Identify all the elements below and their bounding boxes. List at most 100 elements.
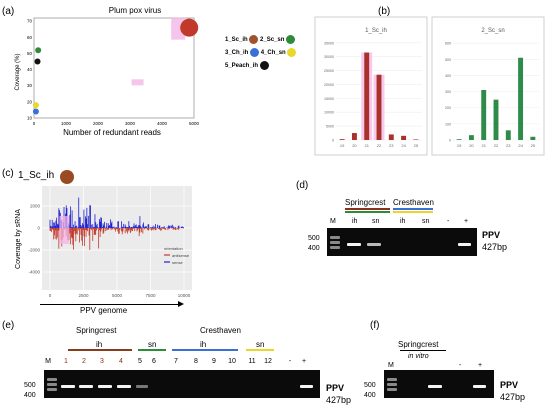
- x-tick-label: 1000: [61, 121, 72, 126]
- group-bar: [345, 208, 390, 210]
- x-tick-label: 3000: [125, 121, 136, 126]
- target-label: PPV: [482, 230, 501, 240]
- y-tick-label: 30: [27, 83, 33, 88]
- y-tick-label: 10000: [324, 111, 334, 115]
- lane-label: 3: [100, 358, 104, 365]
- x-tick-label: 21: [481, 143, 486, 148]
- y-tick-label: 200: [445, 106, 451, 110]
- group-label: Springcrest: [398, 340, 439, 349]
- lane-label: +: [464, 218, 469, 225]
- ladder-band: [387, 378, 397, 381]
- lane-label: M: [388, 362, 394, 369]
- subgroup-label: in vitro: [408, 353, 429, 360]
- highlight-mark: [59, 216, 70, 244]
- y-tick-label: -4000: [28, 270, 40, 275]
- subgroup-bar: [172, 349, 238, 351]
- pcr-band: [473, 385, 486, 388]
- subgroup-bar: [246, 349, 274, 351]
- y-tick-label: 10: [27, 116, 33, 121]
- x-tick-label: 21: [364, 143, 369, 148]
- group-label: Springcrest: [345, 198, 386, 207]
- marker-label: 500: [24, 382, 36, 389]
- chart-title: 2_Sc_sn: [481, 28, 504, 34]
- lane-label: 1: [64, 358, 68, 365]
- group-bar: [393, 208, 433, 210]
- lane-label: 2: [82, 358, 86, 365]
- marker-label: 400: [24, 392, 36, 399]
- pcr-band: [117, 385, 131, 388]
- x-tick-label: 25: [414, 143, 419, 148]
- panel-label-a: (a): [2, 6, 15, 17]
- legend-label: 1_Sc_ih: [225, 37, 248, 43]
- lane-label: +: [301, 358, 307, 365]
- bar: [456, 139, 462, 140]
- group-label: Springcrest: [76, 326, 117, 335]
- scatter-point: [32, 108, 39, 115]
- x-tick-label: 7500: [145, 293, 156, 298]
- x-tick-label: 4000: [157, 121, 168, 126]
- lane-label: 11: [248, 358, 256, 365]
- x-tick-label: 19: [340, 143, 345, 148]
- genome-arrow: [40, 304, 180, 305]
- legend-row: 1_Sc_ih 2_Sc_sn: [225, 34, 325, 47]
- chart-title: 1_Sc_ih: [365, 28, 387, 34]
- y-tick-label: 600: [445, 42, 451, 46]
- y-tick-label: 30000: [324, 55, 334, 59]
- marker-label: 400: [308, 245, 320, 252]
- target-label: PPV: [326, 383, 345, 393]
- y-tick-label: 5000: [326, 125, 334, 129]
- bar: [388, 134, 394, 140]
- y-tick-label: -2000: [28, 248, 40, 253]
- legend-dot: [287, 47, 297, 57]
- target-label: PPV: [500, 380, 519, 390]
- scatter-chart: 0 1000 2000 3000 4000 5000 10 20 30 40 50 60 70 Cov…: [15, 17, 200, 137]
- y-tick-label: 20000: [324, 83, 334, 87]
- y-tick-label: 20: [27, 99, 33, 104]
- x-tick-label: 2500: [78, 293, 89, 298]
- subgroup-bar: [68, 349, 132, 351]
- x-tick-label: 22: [377, 143, 382, 148]
- group-label: Cresthaven: [393, 198, 434, 207]
- x-tick-label: 0: [33, 121, 36, 126]
- lane-label: -: [288, 358, 292, 365]
- bar: [530, 136, 536, 140]
- legend-label: 4_Ch_sn: [260, 50, 286, 56]
- subgroup-label: sn: [148, 340, 157, 349]
- lane-label: 12: [264, 358, 272, 365]
- scatter-point: [32, 102, 39, 109]
- gel-image: [384, 370, 494, 398]
- lane-label: 10: [228, 358, 236, 365]
- lane-label: 7: [174, 358, 178, 365]
- x-tick-label: 25: [531, 143, 536, 148]
- subgroup-label: sn: [256, 340, 265, 349]
- legend-label: 2_Sc_sn: [260, 37, 285, 43]
- y-tick-label: 500: [445, 58, 451, 62]
- y-tick-label: 15000: [324, 97, 334, 101]
- marker-label: 500: [364, 382, 376, 389]
- y-tick-label: 400: [445, 74, 451, 78]
- marker-label: 500: [308, 235, 320, 242]
- bar: [351, 133, 357, 140]
- size-distribution-charts: 1_Sc_ih 2_Sc_sn 050001000015000200002500…: [314, 16, 545, 156]
- pcr-band: [347, 243, 361, 246]
- bar: [339, 139, 345, 140]
- panel-label-f: (f): [370, 320, 380, 331]
- x-tick-label: 22: [494, 143, 499, 148]
- panel-label-d: (d): [296, 180, 309, 191]
- legend-dot: [249, 34, 259, 44]
- gel-image: [44, 370, 320, 398]
- subgroup-bar: [138, 349, 166, 351]
- pcr-band: [428, 385, 442, 388]
- lane-label: 8: [194, 358, 198, 365]
- legend-row: 3_Ch_ih 4_Ch_sn: [225, 47, 325, 60]
- scatter-point: [35, 47, 42, 54]
- panel-label-c: (c): [2, 168, 14, 179]
- x-tick-label: 10000: [178, 293, 191, 298]
- gel-image: [327, 228, 477, 256]
- x-tick-label: 0: [49, 293, 52, 298]
- legend-dot: [286, 34, 296, 44]
- lane-label: ih: [352, 218, 358, 225]
- pcr-band: [458, 243, 471, 246]
- bar: [364, 52, 370, 140]
- ladder-band: [387, 388, 397, 391]
